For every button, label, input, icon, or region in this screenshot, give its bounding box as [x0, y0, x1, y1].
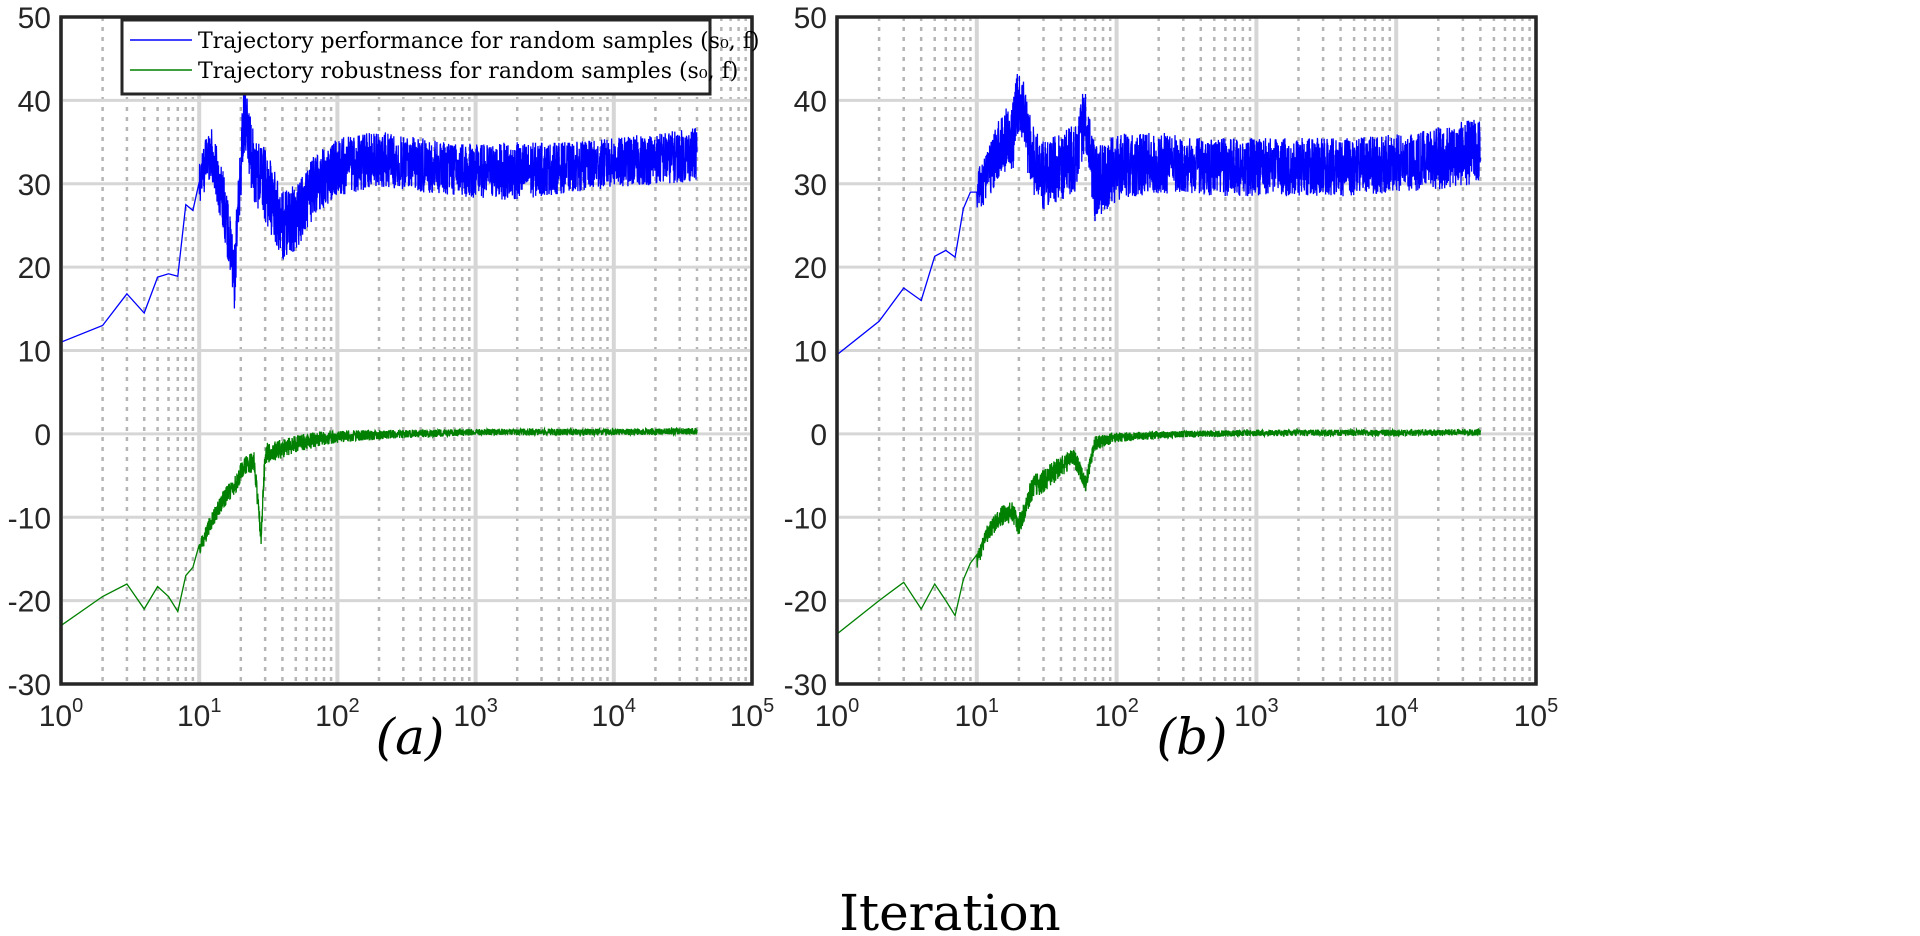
x-tick-exponent: 1	[210, 695, 221, 717]
y-tick-label: -20	[784, 586, 827, 619]
y-tick-label: -30	[8, 669, 51, 702]
y-tick-labels: -30 -20 -10 0 10 20 30 40 50	[784, 2, 827, 702]
x-tick-base: 10	[177, 700, 210, 733]
x-tick-label: 102	[315, 695, 360, 733]
x-tick-base: 10	[815, 700, 848, 733]
x-axis-label: Iteration	[839, 884, 1061, 936]
performance-series-line	[61, 84, 698, 343]
robustness-series-line	[837, 427, 1482, 635]
x-tick-label: 103	[1234, 695, 1279, 733]
panel-label: (b)	[1156, 708, 1227, 766]
x-tick-exponent: 2	[1128, 695, 1139, 717]
x-tick-exponent: 3	[487, 695, 498, 717]
y-tick-label: 10	[794, 336, 827, 369]
x-tick-labels: 100 101 102 103 104 105	[815, 695, 1559, 733]
x-tick-base: 10	[1374, 700, 1407, 733]
x-tick-exponent: 5	[1547, 695, 1558, 717]
y-tick-label: 40	[18, 85, 51, 118]
y-tick-label: 0	[810, 419, 827, 452]
x-tick-exponent: 0	[72, 695, 83, 717]
x-tick-base: 10	[453, 700, 486, 733]
x-tick-label: 100	[39, 695, 84, 733]
y-tick-label: -30	[784, 669, 827, 702]
x-tick-labels: 100 101 102 103 104 105	[39, 695, 775, 733]
y-tick-label: 50	[794, 2, 827, 35]
legend-box	[120, 18, 712, 96]
axes-box	[835, 15, 1538, 686]
y-tick-label: 0	[34, 419, 51, 452]
x-tick-base: 10	[730, 700, 763, 733]
x-tick-base: 10	[39, 700, 72, 733]
x-tick-base: 10	[592, 700, 625, 733]
x-tick-label: 101	[177, 695, 222, 733]
y-tick-label: 20	[794, 252, 827, 285]
y-tick-label: 30	[18, 169, 51, 202]
y-tick-label: 10	[18, 336, 51, 369]
x-tick-label: 100	[815, 695, 860, 733]
x-tick-exponent: 1	[988, 695, 999, 717]
x-tick-base: 10	[1094, 700, 1127, 733]
x-tick-label: 105	[1514, 695, 1559, 733]
x-tick-exponent: 2	[349, 695, 360, 717]
x-tick-label: 101	[955, 695, 1000, 733]
y-tick-label: 50	[18, 2, 51, 35]
y-tick-label: 30	[794, 169, 827, 202]
y-tick-label: -10	[784, 502, 827, 535]
x-tick-base: 10	[955, 700, 988, 733]
y-tick-label: 20	[18, 252, 51, 285]
x-tick-base: 10	[1514, 700, 1547, 733]
x-tick-base: 10	[315, 700, 348, 733]
x-tick-base: 10	[1234, 700, 1267, 733]
performance-series-line	[837, 73, 1482, 356]
x-tick-exponent: 0	[848, 695, 859, 717]
x-tick-label: 102	[1094, 695, 1139, 733]
y-tick-labels: -30 -20 -10 0 10 20 30 40 50	[8, 2, 51, 702]
y-tick-label: 40	[794, 85, 827, 118]
x-tick-exponent: 5	[763, 695, 774, 717]
x-tick-label: 104	[1374, 695, 1419, 733]
legend-entry: Trajectory robustness for random samples…	[198, 59, 738, 84]
axes-box	[59, 15, 754, 686]
x-tick-label: 104	[592, 695, 637, 733]
y-tick-label: -20	[8, 586, 51, 619]
x-tick-exponent: 4	[625, 695, 636, 717]
x-tick-label: 105	[730, 695, 775, 733]
x-tick-exponent: 4	[1407, 695, 1418, 717]
robustness-series-line	[61, 426, 698, 627]
y-tick-label: -10	[8, 502, 51, 535]
x-tick-label: 103	[453, 695, 498, 733]
x-tick-exponent: 3	[1268, 695, 1279, 717]
legend: Trajectory performance for random sample…	[120, 18, 759, 96]
panel-label: (a)	[376, 708, 445, 766]
legend-entry: Trajectory performance for random sample…	[198, 29, 759, 54]
